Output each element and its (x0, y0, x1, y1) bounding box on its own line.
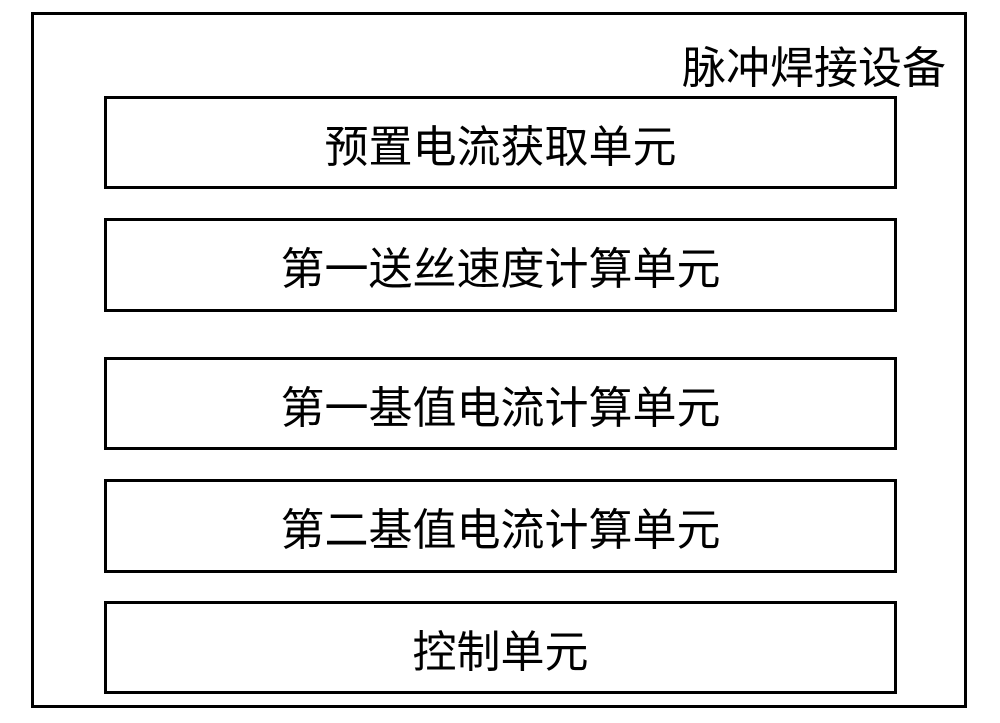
second-base-current-unit-label: 第二基值电流计算单元 (281, 494, 721, 558)
first-wire-speed-unit-label: 第一送丝速度计算单元 (281, 233, 721, 297)
preset-current-unit: 预置电流获取单元 (104, 96, 897, 189)
first-base-current-unit: 第一基值电流计算单元 (104, 357, 897, 450)
control-unit-label: 控制单元 (413, 616, 589, 680)
control-unit: 控制单元 (104, 601, 897, 694)
first-base-current-unit-label: 第一基值电流计算单元 (281, 372, 721, 436)
preset-current-unit-label: 预置电流获取单元 (325, 111, 677, 175)
first-wire-speed-unit: 第一送丝速度计算单元 (104, 218, 897, 312)
diagram-title: 脉冲焊接设备 (660, 32, 946, 96)
second-base-current-unit: 第二基值电流计算单元 (104, 479, 897, 573)
